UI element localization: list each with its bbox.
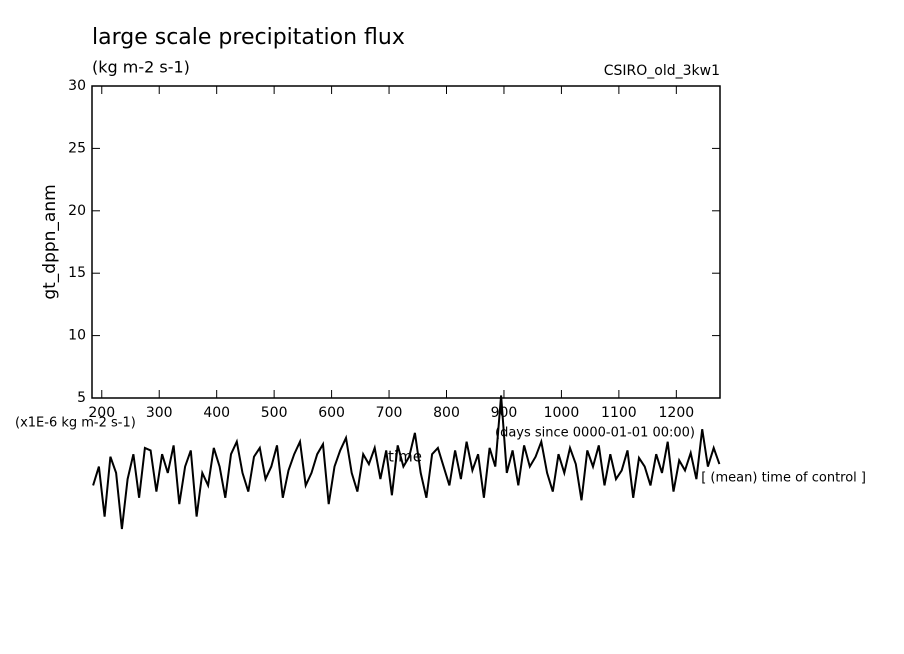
x-tick-label: 1000 <box>544 405 580 421</box>
data-line <box>92 395 721 530</box>
run-label: CSIRO_old_3kw1 <box>604 63 720 79</box>
x-tick-label: 200 <box>88 405 115 421</box>
x-tick-label: 700 <box>376 405 403 421</box>
x-tick-label: 300 <box>146 405 173 421</box>
y-axis-label: gt_dppn_anm <box>40 184 60 299</box>
plot-frame <box>91 85 721 399</box>
y-tick-label: 10 <box>68 328 86 344</box>
y-tick-label: 5 <box>77 390 86 406</box>
y-tick-label: 15 <box>68 265 86 281</box>
x-tick-label: 600 <box>318 405 345 421</box>
unit-label: (x1E-6 kg m-2 s-1) <box>15 416 136 431</box>
y-tick-label: 20 <box>68 203 86 219</box>
chart-title: large scale precipitation flux <box>92 25 405 50</box>
x-tick-label: 800 <box>433 405 460 421</box>
subtitle: (kg m-2 s-1) <box>92 58 190 77</box>
x-tick-label: 1200 <box>659 405 695 421</box>
x-tick-label: 400 <box>203 405 230 421</box>
y-tick-label: 25 <box>68 140 86 156</box>
note: [ (mean) time of control ] <box>701 471 866 486</box>
x-tick-label: 1100 <box>601 405 637 421</box>
x-unit-label: (days since 0000-01-01 00:00) <box>495 426 695 441</box>
y-tick-label: 30 <box>68 78 86 94</box>
x-tick-label: 900 <box>491 405 518 421</box>
x-tick-label: 500 <box>261 405 288 421</box>
